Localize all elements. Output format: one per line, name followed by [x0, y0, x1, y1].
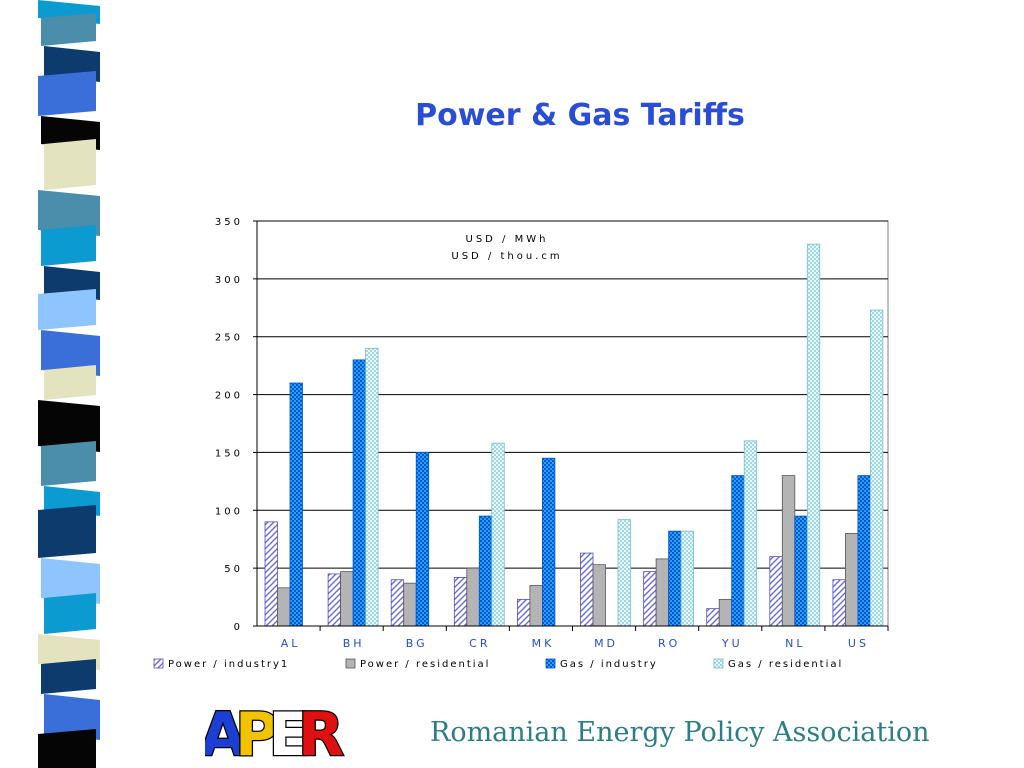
logo-letter: A: [205, 700, 247, 762]
legend-swatch: [345, 658, 356, 669]
bar-MK-1: [516, 598, 531, 627]
x-category-label: AL: [281, 637, 301, 650]
x-category-label: MD: [594, 637, 618, 650]
legend-swatch: [545, 658, 556, 669]
y-tick-label: 0: [234, 622, 243, 633]
logo-letter: P: [235, 700, 279, 762]
decorative-stripe-strip: [38, 0, 100, 768]
bar-CR-1: [453, 576, 468, 627]
bar-YU-1: [706, 608, 720, 627]
axes: 0 50 100 150 200 250 300 350 AL BH BG CR MK MD RO YU NL U…: [215, 217, 889, 650]
bar-RO-2: [655, 558, 669, 627]
decor-stripe: [38, 505, 96, 558]
bar-MD-4: [617, 519, 631, 627]
decor-stripe: [38, 71, 96, 116]
bar-RO-3: [668, 530, 682, 627]
bar-NL-4: [806, 243, 821, 627]
bar-YU-4: [743, 440, 758, 627]
decor-stripe: [44, 365, 96, 400]
bar-MK-3: [541, 457, 556, 627]
decor-stripe: [38, 190, 100, 236]
legend-swatch: [153, 658, 164, 669]
unit-label: USD / MWh: [466, 234, 549, 245]
decor-stripe: [38, 289, 96, 330]
bar-AL-1: [264, 521, 278, 627]
unit-label: USD / thou.cm: [451, 251, 562, 262]
y-tick-label: 200: [215, 391, 243, 402]
legend-label: Gas / residential: [728, 659, 843, 670]
bar-AL-3: [289, 382, 303, 627]
slide-title: Power & Gas Tariffs: [415, 98, 745, 133]
bar-RO-1: [643, 571, 657, 627]
x-category-label: BG: [406, 637, 428, 650]
bar-YU-2: [718, 598, 733, 627]
logo-letter: E: [269, 700, 310, 762]
bar-RO-4: [680, 530, 694, 627]
bar-chart: 0 50 100 150 200 250 300 350 AL BH BG CR MK MD RO YU NL U…: [153, 217, 889, 670]
x-category-label: RO: [658, 637, 680, 650]
legend-label: Power / industry1: [168, 659, 289, 670]
bar-BH-4: [365, 347, 379, 627]
y-tick-label: 350: [215, 217, 243, 228]
decor-stripe: [41, 441, 96, 486]
bar-AL-2: [277, 587, 291, 627]
bar-BG-1: [390, 579, 405, 627]
bar-US-2: [845, 533, 859, 627]
bars: [264, 243, 884, 627]
bar-YU-3: [731, 475, 745, 627]
legend-label: Power / residential: [360, 659, 490, 670]
decor-stripe: [41, 225, 96, 266]
decor-stripe: [38, 400, 100, 452]
legend: Power / industry1 Power / residential Gas …: [153, 658, 843, 670]
decor-stripe: [44, 139, 96, 190]
decor-stripe: [41, 330, 100, 376]
bar-BH-3: [352, 359, 367, 627]
decor-stripe: [41, 659, 96, 694]
bar-US-3: [857, 475, 871, 627]
y-tick-label: 300: [215, 275, 243, 286]
y-tick-label: 50: [224, 564, 243, 575]
bar-US-1: [832, 579, 846, 627]
bar-NL-2: [781, 475, 796, 627]
y-tick-label: 250: [215, 333, 243, 344]
bar-BG-2: [403, 582, 417, 627]
decor-stripe: [44, 593, 96, 634]
bar-MK-2: [529, 585, 543, 627]
y-tick-label: 150: [215, 448, 243, 459]
bar-BG-3: [415, 452, 430, 627]
legend-label: Gas / industry: [560, 659, 658, 670]
bar-NL-3: [794, 515, 808, 627]
decor-stripe: [41, 558, 100, 604]
x-category-label: CR: [469, 637, 490, 650]
bar-MD-2: [592, 564, 606, 627]
x-category-label: YU: [721, 637, 743, 650]
x-category-label: MK: [532, 637, 555, 650]
bar-CR-4: [491, 442, 505, 627]
logo-letter: R: [298, 700, 344, 762]
decor-stripe: [44, 694, 100, 740]
bar-BH-1: [327, 573, 342, 627]
x-category-label: BH: [343, 637, 365, 650]
bar-US-4: [870, 309, 884, 627]
bar-MD-1: [580, 552, 594, 627]
x-category-label: NL: [785, 637, 805, 650]
footer-organization-name: Romanian Energy Policy Association: [430, 717, 930, 748]
y-tick-label: 100: [215, 506, 243, 517]
units-annotation: USD / MWh USD / thou.cm: [451, 234, 562, 262]
bar-BH-2: [340, 571, 354, 627]
decor-stripe: [41, 13, 96, 46]
legend-swatch: [713, 658, 724, 669]
x-category-label: US: [848, 637, 869, 650]
bar-CR-2: [466, 567, 480, 627]
bar-NL-1: [769, 556, 783, 627]
decor-stripe: [38, 729, 96, 768]
bar-CR-3: [478, 515, 493, 627]
